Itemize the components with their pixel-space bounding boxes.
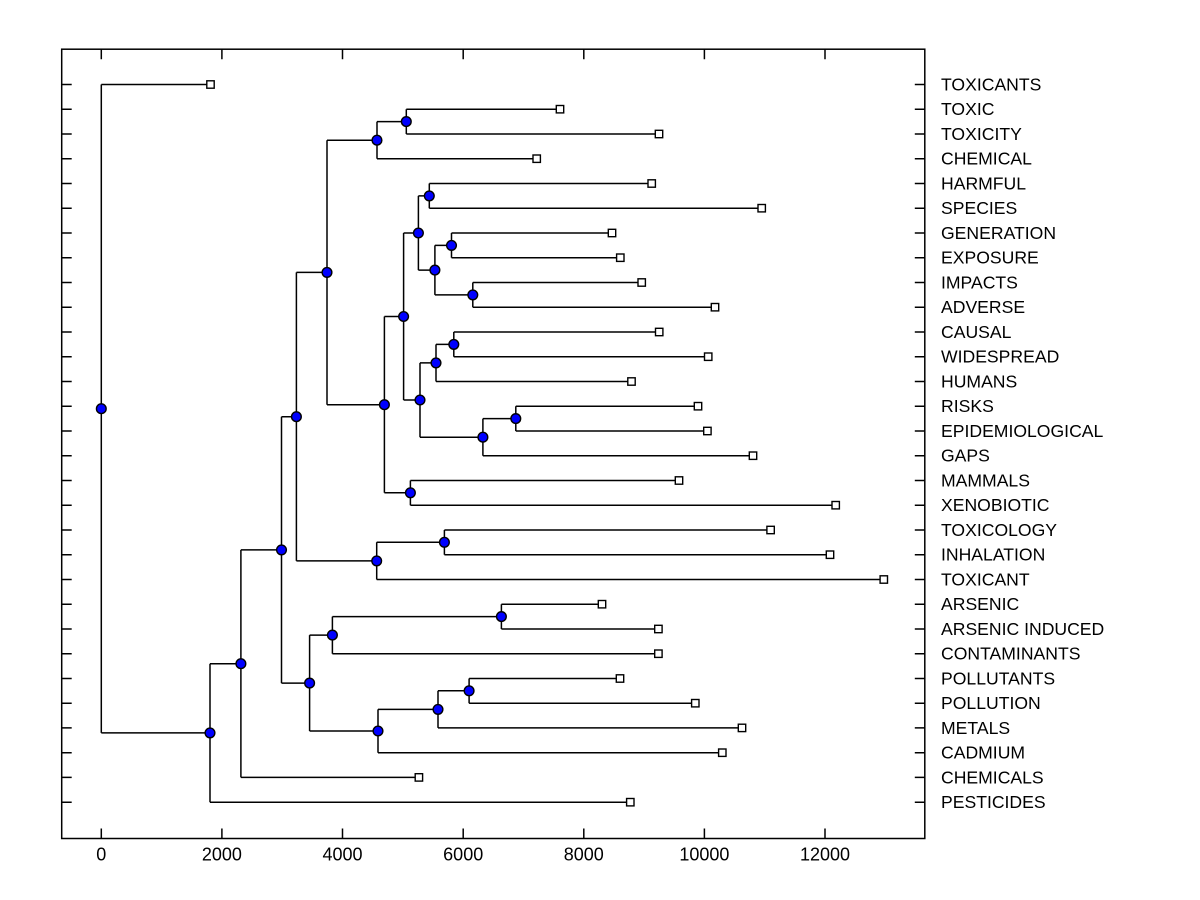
svg-text:RISKS: RISKS: [941, 396, 994, 416]
svg-text:EPIDEMIOLOGICAL: EPIDEMIOLOGICAL: [941, 421, 1104, 441]
svg-text:TOXICITY: TOXICITY: [941, 124, 1022, 144]
svg-text:SPECIES: SPECIES: [941, 198, 1017, 218]
svg-text:INHALATION: INHALATION: [941, 545, 1045, 565]
svg-text:HUMANS: HUMANS: [941, 372, 1017, 392]
svg-text:POLLUTION: POLLUTION: [941, 693, 1041, 713]
svg-text:POLLUTANTS: POLLUTANTS: [941, 669, 1055, 689]
svg-text:CAUSAL: CAUSAL: [941, 322, 1012, 342]
svg-text:2000: 2000: [202, 845, 242, 865]
svg-text:12000: 12000: [800, 845, 850, 865]
svg-text:ADVERSE: ADVERSE: [941, 297, 1025, 317]
svg-text:CADMIUM: CADMIUM: [941, 743, 1025, 763]
svg-text:TOXICANTS: TOXICANTS: [941, 75, 1041, 95]
svg-text:6000: 6000: [443, 845, 483, 865]
svg-text:XENOBIOTIC: XENOBIOTIC: [941, 495, 1050, 515]
svg-text:GENERATION: GENERATION: [941, 223, 1056, 243]
svg-text:EXPOSURE: EXPOSURE: [941, 248, 1039, 268]
svg-text:CONTAMINANTS: CONTAMINANTS: [941, 644, 1080, 664]
svg-text:PESTICIDES: PESTICIDES: [941, 792, 1046, 812]
svg-text:CHEMICAL: CHEMICAL: [941, 149, 1032, 169]
svg-text:ARSENIC: ARSENIC: [941, 594, 1020, 614]
svg-text:TOXICANT: TOXICANT: [941, 570, 1030, 590]
svg-text:METALS: METALS: [941, 718, 1010, 738]
svg-text:8000: 8000: [564, 845, 604, 865]
svg-text:IMPACTS: IMPACTS: [941, 273, 1018, 293]
svg-text:ARSENIC INDUCED: ARSENIC INDUCED: [941, 619, 1104, 639]
svg-text:GAPS: GAPS: [941, 446, 990, 466]
svg-text:10000: 10000: [679, 845, 729, 865]
svg-text:MAMMALS: MAMMALS: [941, 471, 1030, 491]
svg-text:TOXIC: TOXIC: [941, 99, 995, 119]
svg-text:HARMFUL: HARMFUL: [941, 174, 1026, 194]
svg-text:0: 0: [96, 845, 106, 865]
svg-text:4000: 4000: [322, 845, 362, 865]
svg-text:WIDESPREAD: WIDESPREAD: [941, 347, 1059, 367]
svg-text:CHEMICALS: CHEMICALS: [941, 767, 1044, 787]
svg-text:TOXICOLOGY: TOXICOLOGY: [941, 520, 1057, 540]
